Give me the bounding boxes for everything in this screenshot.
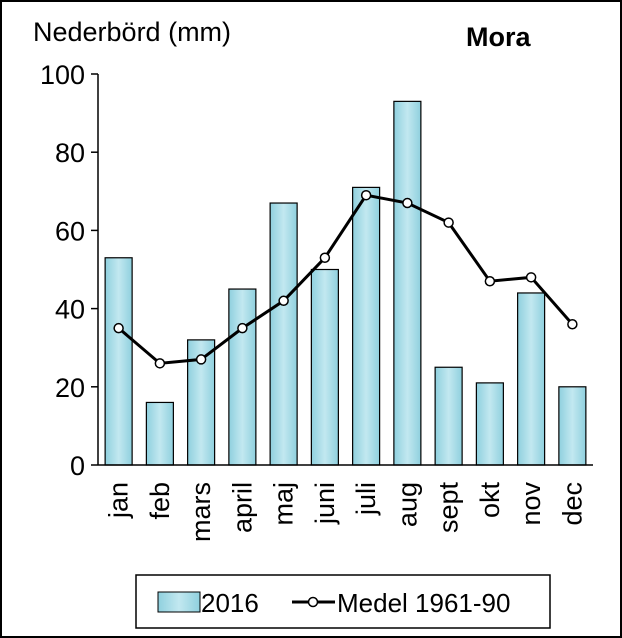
bar [475,382,504,466]
bar [145,401,174,466]
y-tick-label: 100 [40,60,85,90]
line-point [113,322,124,334]
y-tick-label: 0 [70,451,85,481]
bar [310,268,339,466]
line-series [113,189,578,369]
y-tick-label: 20 [55,373,85,403]
bar [558,386,587,466]
y-axis-label: Nederbörd (mm) [33,17,231,47]
line-point [484,275,496,287]
legend-swatch-bar [157,591,201,613]
bar [104,257,133,466]
x-tick-label: maj [269,482,299,526]
x-tick-label: april [227,482,257,533]
bar [269,202,298,466]
x-tick-label: mars [186,482,216,542]
x-tick-label: okt [475,482,505,519]
y-axis-ticks: 0 20 40 60 80 100 [40,60,98,481]
x-tick-label: jan [104,482,134,519]
bar [517,292,546,466]
series-line [117,193,574,365]
x-tick-label: juni [310,482,340,525]
x-tick-label: feb [145,482,175,520]
legend-label-line: Medel 1961-90 [337,588,510,618]
x-tick-label: nov [516,482,546,526]
x-tick-label: juli [351,482,381,516]
bar [434,366,463,466]
line-point [402,197,413,209]
x-tick-label: sept [434,482,464,534]
y-tick-label: 40 [55,295,85,325]
line-point [525,272,537,283]
chart-title: Mora [466,22,531,52]
line-point [360,189,372,201]
line-point [237,322,248,334]
y-tick-label: 80 [55,138,85,168]
bar [228,288,257,466]
legend-swatch-marker [307,596,319,608]
x-tick-label: aug [392,482,422,527]
line-point [195,354,207,365]
y-tick-label: 60 [55,216,85,246]
bar [393,100,422,466]
line-point [319,252,331,264]
x-tick-label: dec [557,482,587,526]
legend-label-bars: 2016 [201,588,259,618]
line-point [567,318,578,330]
x-axis-labels: jan feb mars april maj juni juli aug sept okt nov d… [104,482,588,542]
bar [352,186,381,466]
line-point [154,358,166,369]
line-point [278,295,289,307]
legend: 2016 Medel 1961-90 [135,574,551,629]
line-point [443,217,454,228]
legend-box [135,574,551,629]
